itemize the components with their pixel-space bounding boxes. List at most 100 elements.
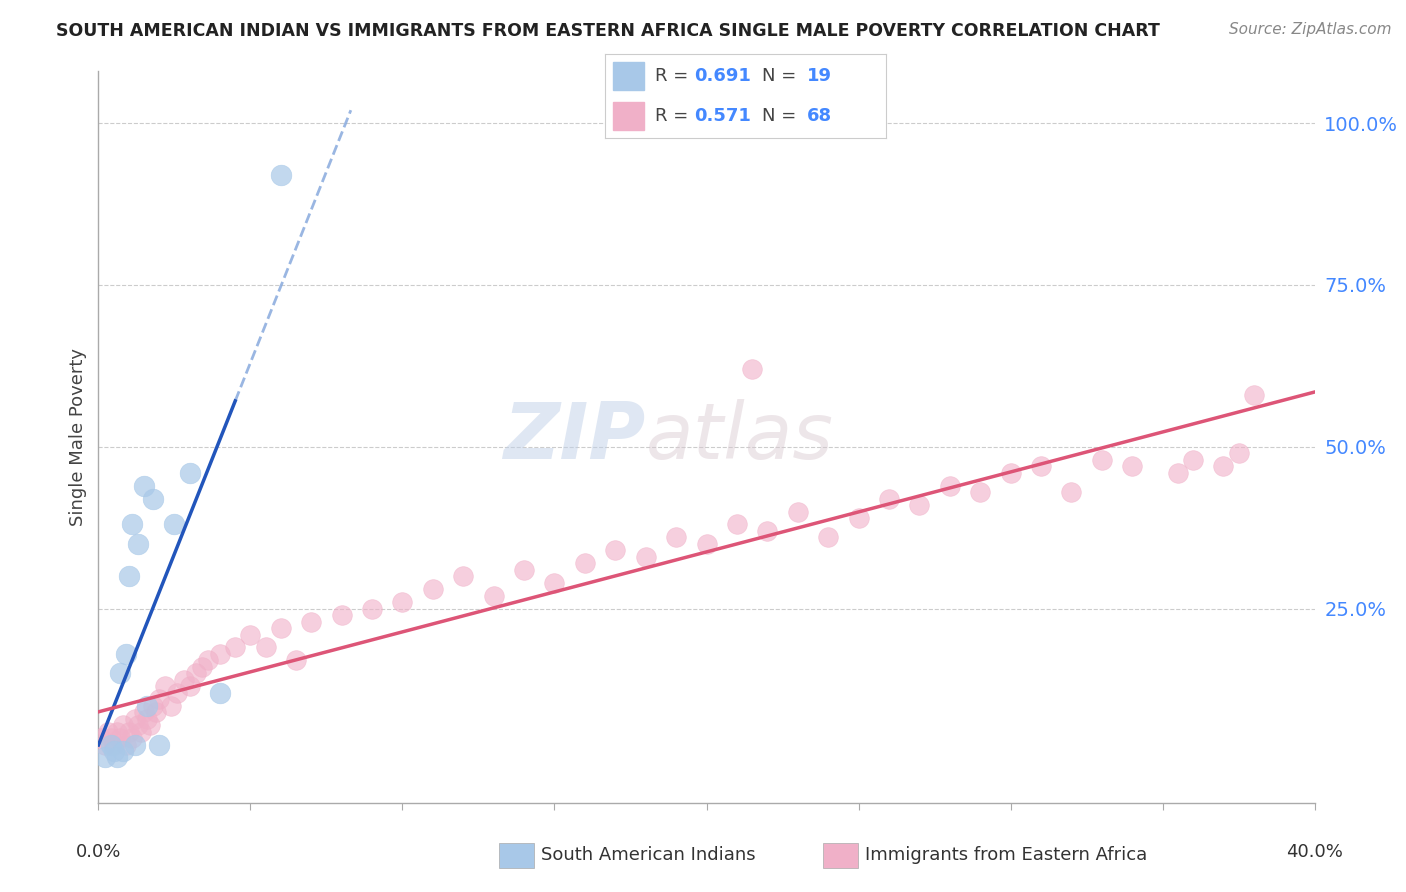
Point xyxy=(285,653,308,667)
Point xyxy=(100,738,122,752)
Text: N =: N = xyxy=(762,107,801,125)
Point xyxy=(136,712,159,726)
Text: R =: R = xyxy=(655,107,695,125)
Point xyxy=(103,744,125,758)
Point xyxy=(817,530,839,544)
Point xyxy=(254,640,277,655)
Point xyxy=(160,698,183,713)
Point xyxy=(1212,459,1234,474)
Point xyxy=(121,517,143,532)
Point xyxy=(132,705,155,719)
Point xyxy=(1182,452,1205,467)
Text: 19: 19 xyxy=(807,67,832,85)
Point xyxy=(330,608,353,623)
Point xyxy=(1029,459,1052,474)
Point xyxy=(453,569,475,583)
Point xyxy=(145,705,167,719)
Point xyxy=(108,731,131,745)
Text: 0.691: 0.691 xyxy=(695,67,751,85)
Point xyxy=(184,666,207,681)
Point xyxy=(114,647,136,661)
Point xyxy=(173,673,195,687)
Point xyxy=(105,750,128,764)
Point xyxy=(136,698,159,713)
Point xyxy=(239,627,262,641)
Point xyxy=(166,686,188,700)
Point xyxy=(103,738,125,752)
Point xyxy=(105,724,128,739)
Point xyxy=(848,511,870,525)
Point xyxy=(118,569,141,583)
Point xyxy=(513,563,536,577)
Point xyxy=(148,738,170,752)
Point xyxy=(111,744,134,758)
Bar xyxy=(613,102,644,130)
Point xyxy=(148,692,170,706)
Text: 68: 68 xyxy=(807,107,832,125)
Point xyxy=(209,686,232,700)
Point xyxy=(132,478,155,492)
Point xyxy=(634,549,657,564)
Point xyxy=(139,718,162,732)
Point xyxy=(299,615,322,629)
Bar xyxy=(613,62,644,90)
Point xyxy=(756,524,779,538)
Point xyxy=(224,640,246,655)
Point xyxy=(482,589,505,603)
Point xyxy=(118,724,141,739)
Text: atlas: atlas xyxy=(645,399,834,475)
Point xyxy=(127,718,149,732)
Text: 0.0%: 0.0% xyxy=(76,843,121,861)
Point xyxy=(108,666,131,681)
Text: N =: N = xyxy=(762,67,801,85)
Point xyxy=(422,582,444,597)
Point xyxy=(163,517,186,532)
Point xyxy=(696,537,718,551)
Point xyxy=(93,750,115,764)
Point xyxy=(127,537,149,551)
Point xyxy=(605,543,627,558)
Point xyxy=(741,362,763,376)
Point xyxy=(100,731,122,745)
Point xyxy=(1227,446,1250,460)
Point xyxy=(1000,466,1022,480)
Point xyxy=(142,491,165,506)
Text: Source: ZipAtlas.com: Source: ZipAtlas.com xyxy=(1229,22,1392,37)
Point xyxy=(665,530,688,544)
Point xyxy=(939,478,962,492)
Point xyxy=(574,557,596,571)
Point xyxy=(124,738,146,752)
Point xyxy=(209,647,232,661)
Text: 0.571: 0.571 xyxy=(695,107,751,125)
Point xyxy=(1243,388,1265,402)
Point xyxy=(179,679,201,693)
Point xyxy=(1060,485,1083,500)
Text: R =: R = xyxy=(655,67,695,85)
Point xyxy=(270,621,292,635)
Point xyxy=(96,724,118,739)
Point xyxy=(90,731,112,745)
Point xyxy=(786,504,808,518)
Text: Immigrants from Eastern Africa: Immigrants from Eastern Africa xyxy=(865,847,1147,864)
Text: South American Indians: South American Indians xyxy=(541,847,756,864)
Point xyxy=(361,601,384,615)
Point xyxy=(877,491,900,506)
Point xyxy=(121,731,143,745)
Y-axis label: Single Male Poverty: Single Male Poverty xyxy=(69,348,87,526)
Point xyxy=(270,168,292,182)
Point xyxy=(93,738,115,752)
Point xyxy=(124,712,146,726)
Point xyxy=(111,718,134,732)
Point xyxy=(391,595,413,609)
Point xyxy=(114,738,136,752)
Text: 40.0%: 40.0% xyxy=(1286,843,1343,861)
Point xyxy=(1091,452,1114,467)
Point xyxy=(543,575,565,590)
Point xyxy=(908,498,931,512)
Point xyxy=(191,660,214,674)
Text: ZIP: ZIP xyxy=(503,399,645,475)
Point xyxy=(129,724,152,739)
Point xyxy=(1167,466,1189,480)
Point xyxy=(969,485,991,500)
Point xyxy=(1121,459,1143,474)
